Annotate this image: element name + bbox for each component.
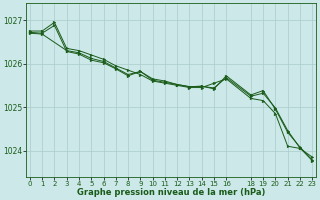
X-axis label: Graphe pression niveau de la mer (hPa): Graphe pression niveau de la mer (hPa) xyxy=(77,188,265,197)
